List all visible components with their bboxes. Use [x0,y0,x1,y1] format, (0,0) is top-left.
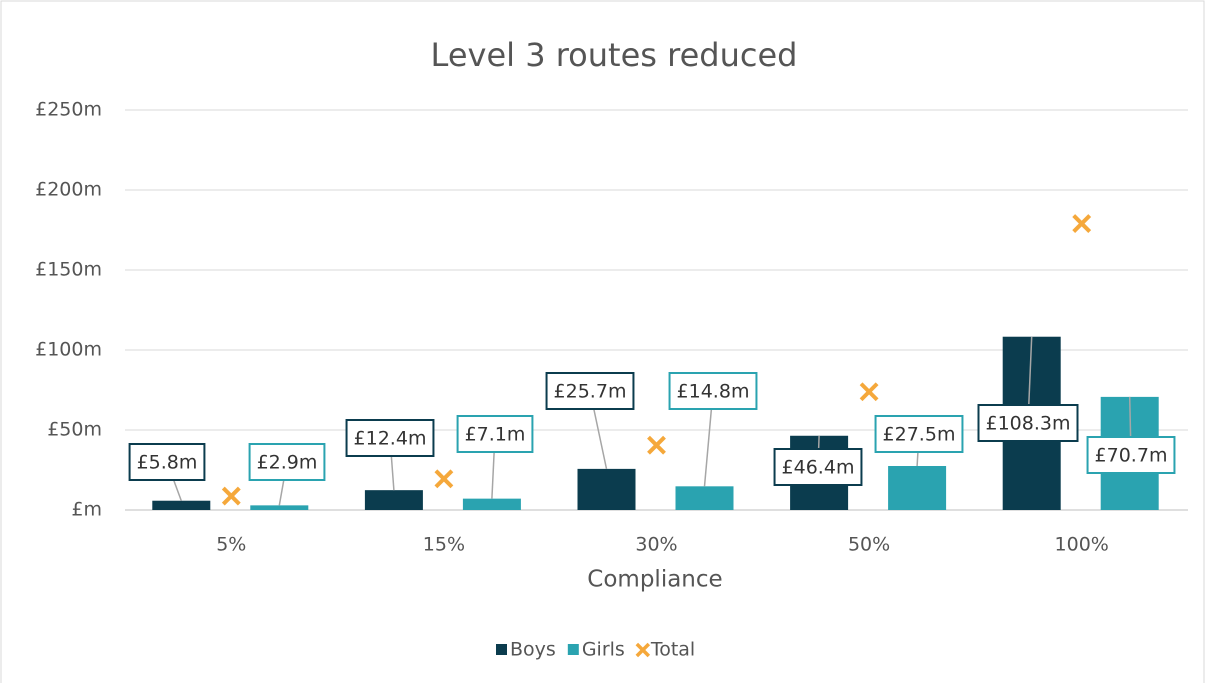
data-label: £5.8m [137,452,198,474]
legend-swatch [567,644,579,655]
total-marker [221,486,241,506]
bar [250,505,309,510]
bar [675,486,734,510]
data-label-box [773,448,863,486]
data-label-box [977,404,1079,442]
data-label-box [128,443,206,481]
legend-label: Girls [582,639,625,661]
data-label-box [545,372,635,410]
data-label-box [248,443,326,481]
y-tick-label: £200m [35,179,102,201]
data-label-box [456,415,534,453]
bar [462,498,521,510]
bar [577,468,636,510]
data-label: £12.4m [354,428,427,450]
x-tick-label: 15% [423,534,465,556]
x-tick-label: 5% [216,534,246,556]
data-label-box [668,372,758,410]
bar [152,500,211,510]
bar [364,490,423,510]
y-tick-label: £150m [35,259,102,281]
legend-swatch [496,644,507,655]
x-tick-label: 100% [1055,534,1109,556]
chart-title: Level 3 routes reduced [431,36,798,74]
x-tick-label: 50% [848,534,890,556]
data-label-box [874,415,964,453]
bar [888,466,947,510]
data-label: £14.8m [677,381,750,403]
y-tick-label: £250m [35,99,102,121]
y-tick-label: £100m [35,339,102,361]
total-marker [647,435,666,455]
legend-marker [635,642,651,658]
y-tick-label: £m [71,499,102,521]
data-label-box [345,419,435,457]
x-axis-title: Compliance [587,567,722,593]
data-label: £108.3m [986,413,1071,435]
total-marker [1072,214,1092,234]
data-label: £2.9m [257,452,318,474]
total-marker [859,382,879,402]
data-label: £70.7m [1095,445,1168,467]
data-label: £25.7m [554,381,627,403]
data-label-box [1086,436,1176,474]
data-label: £46.4m [782,457,855,479]
total-marker [434,469,454,489]
y-tick-label: £50m [47,419,102,441]
legend-label: Total [650,639,695,661]
data-label: £27.5m [883,424,956,446]
legend-label: Boys [510,639,556,661]
x-tick-label: 30% [635,534,677,556]
data-label: £7.1m [465,424,526,446]
